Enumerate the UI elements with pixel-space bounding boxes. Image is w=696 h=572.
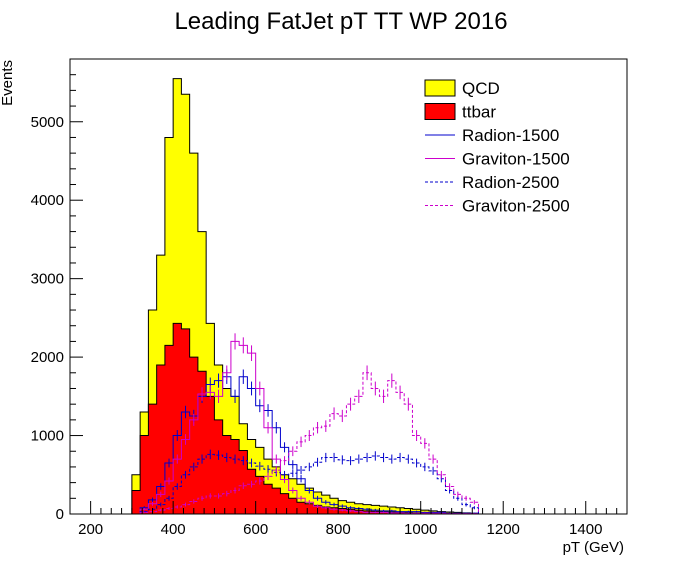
x-tick-label: 800 — [326, 521, 351, 538]
chart-title: Leading FatJet pT TT WP 2016 — [174, 8, 507, 35]
y-tick-label: 3000 — [31, 271, 64, 288]
legend-label: QCD — [462, 79, 500, 98]
x-tick-label: 400 — [161, 521, 186, 538]
x-tick-label: 1400 — [569, 521, 602, 538]
y-tick-label: 2000 — [31, 349, 64, 366]
x-tick-label: 600 — [243, 521, 268, 538]
legend-swatch — [424, 103, 456, 120]
y-tick-label: 0 — [56, 506, 64, 523]
x-tick-label: 200 — [78, 521, 103, 538]
legend-label: Radion-1500 — [462, 126, 559, 145]
legend-label: Radion-2500 — [462, 173, 559, 192]
series-graviton-1500-line — [131, 340, 479, 515]
y-axis: 0 1000 2000 3000 4000 5000 — [31, 58, 83, 523]
y-tick-label: 5000 — [31, 114, 64, 131]
x-axis-label: pT (GeV) — [563, 539, 624, 556]
y-axis-label: Events — [0, 60, 16, 106]
legend-label: Graviton-1500 — [462, 150, 570, 169]
x-tick-label: 1200 — [487, 521, 520, 538]
legend-label: Graviton-2500 — [462, 197, 570, 216]
legend-swatch — [424, 79, 456, 97]
y-tick-label: 1000 — [31, 428, 64, 445]
legend-label: ttbar — [462, 103, 496, 122]
plot-area — [131, 78, 479, 515]
x-tick-label: 1000 — [404, 521, 437, 538]
series-radion-1500-line — [131, 376, 479, 515]
legend: QCD ttbar Radion-1500 Graviton-1500 Radion-2… — [424, 79, 570, 216]
x-axis: 200 400 600 800 1000 1200 1400 — [78, 501, 628, 538]
y-tick-label: 4000 — [31, 192, 64, 209]
